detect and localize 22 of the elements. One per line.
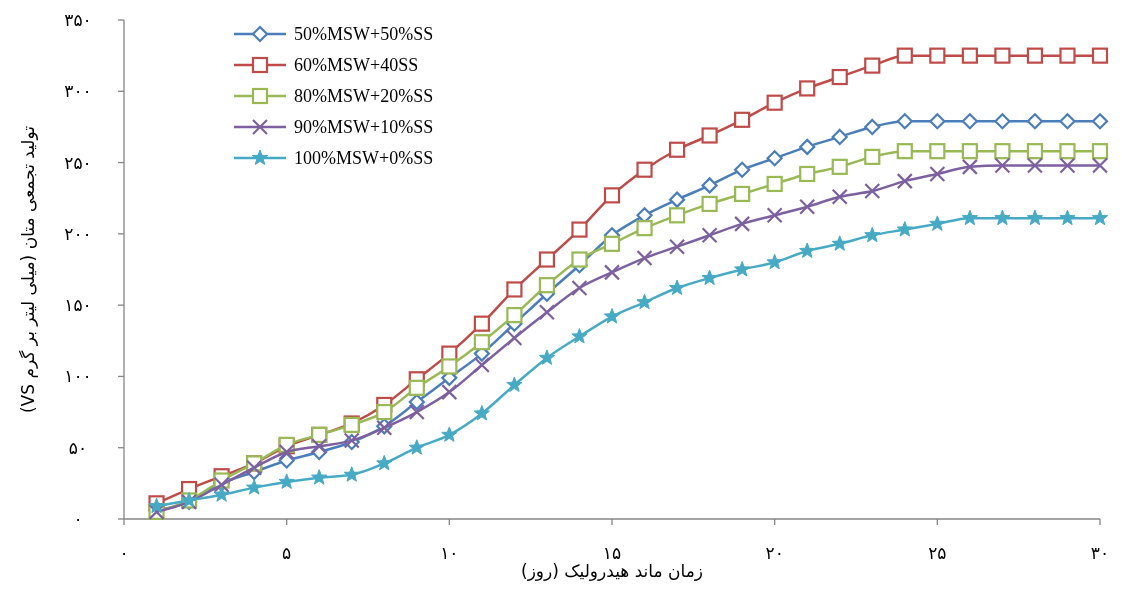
x-tick-label: ۳۰ <box>1090 543 1110 563</box>
legend-label: 90%MSW+10%SS <box>294 117 434 138</box>
x-axis-title: زمان ماند هیدرولیک (روز) <box>521 561 703 581</box>
legend-label: 50%MSW+50%SS <box>294 24 434 45</box>
y-tick-label: ۵۰ <box>68 437 88 458</box>
x-tick-label: ۵ <box>282 543 292 563</box>
y-tick-label: ۳۵۰ <box>64 9 92 30</box>
legend-label: 60%MSW+40SS <box>294 55 419 76</box>
y-tick-label: ۰ <box>73 508 83 529</box>
x-tick-label: ۱۵ <box>602 543 622 563</box>
y-tick-label: ۲۰۰ <box>64 223 92 244</box>
x-tick-label: ۲۰ <box>765 543 784 563</box>
y-axis-title: تولید تجمعی متان (میلی لیتر بر گرم VS) <box>17 125 38 414</box>
x-tick-label: ۰ <box>119 543 129 563</box>
legend-label: 80%MSW+20%SS <box>294 86 434 107</box>
y-tick-label: ۳۰۰ <box>64 81 92 102</box>
legend-label: 100%MSW+0%SS <box>294 148 434 169</box>
y-tick-label: ۱۰۰ <box>64 366 92 387</box>
y-tick-label: ۲۵۰ <box>64 152 92 173</box>
x-tick-label: ۱۰ <box>440 543 459 563</box>
y-tick-label: ۱۵۰ <box>64 295 92 316</box>
x-tick-label: ۲۵ <box>928 543 947 563</box>
